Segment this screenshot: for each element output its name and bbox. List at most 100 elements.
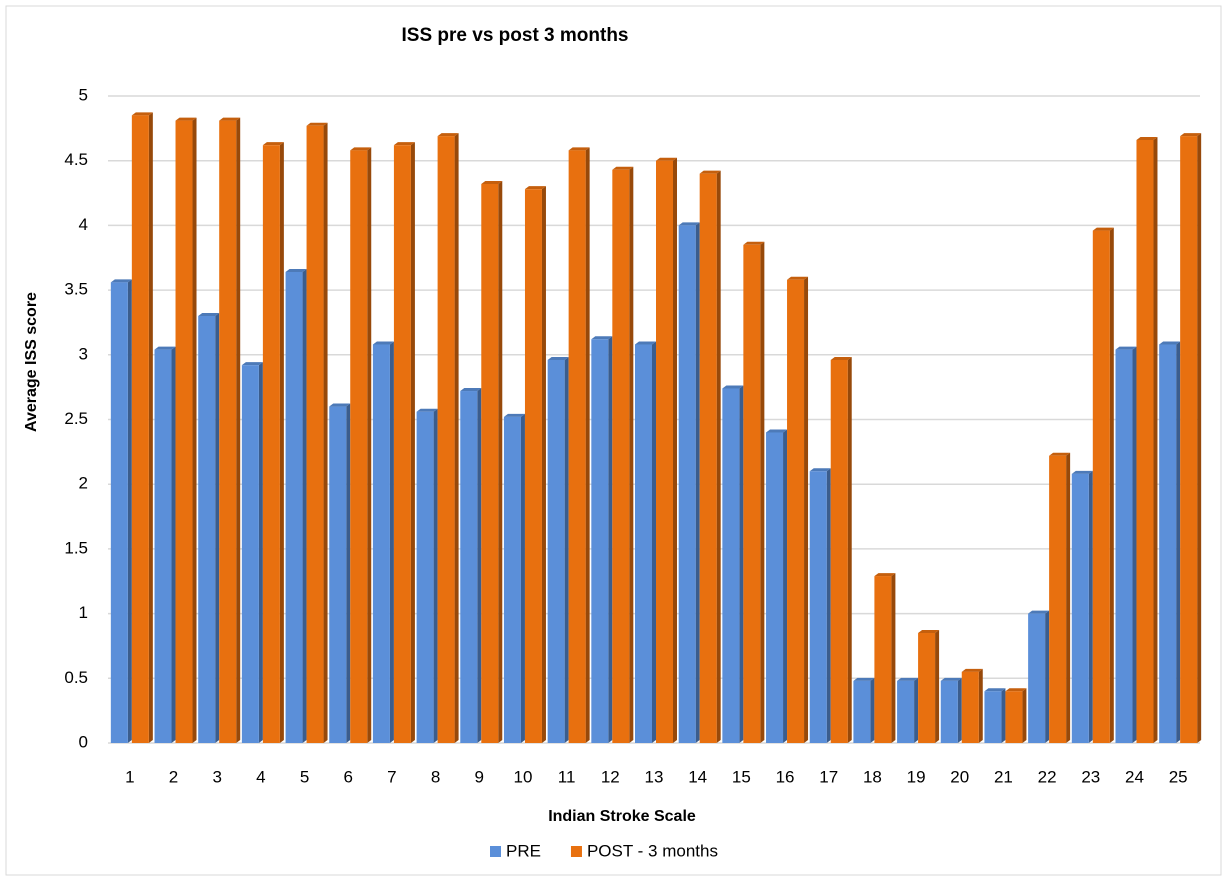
bar-side — [804, 276, 809, 743]
bar-side — [433, 408, 438, 743]
x-tick-label: 25 — [1169, 767, 1188, 786]
bar-side — [716, 170, 721, 743]
x-tick-label: 10 — [513, 767, 532, 786]
x-tick-label: 4 — [256, 767, 265, 786]
bar-top — [722, 385, 744, 389]
bar — [547, 359, 565, 743]
bar-top — [372, 341, 394, 345]
legend-swatch — [570, 846, 582, 857]
bar-side — [127, 279, 132, 743]
x-tick-label: 9 — [475, 767, 484, 786]
bar — [1028, 613, 1046, 743]
bar-side — [215, 312, 220, 743]
bar-top — [329, 403, 351, 407]
bar — [1092, 230, 1110, 744]
bar-top — [1049, 452, 1071, 456]
bar-top — [809, 468, 831, 472]
bar — [635, 344, 652, 743]
legend-swatch — [490, 846, 501, 857]
bar-side — [367, 147, 372, 743]
bar-side — [1066, 452, 1071, 743]
y-tick-label: 0 — [79, 732, 88, 751]
bar — [874, 576, 892, 743]
bar — [940, 680, 958, 743]
bar-top — [635, 341, 656, 345]
bar — [306, 125, 324, 743]
x-tick-label: 21 — [994, 767, 1013, 786]
y-tick-label: 3.5 — [64, 280, 88, 299]
bar — [329, 406, 347, 743]
y-tick-label: 2.5 — [64, 409, 88, 428]
bar-top — [1092, 227, 1114, 231]
bar-side — [652, 341, 656, 743]
bar-top — [1028, 610, 1050, 614]
bar-side — [629, 166, 634, 743]
legend-label: POST - 3 months — [587, 841, 718, 860]
x-tick-label: 18 — [863, 767, 882, 786]
bar — [131, 115, 149, 743]
bar-side — [498, 180, 503, 743]
bar — [809, 471, 827, 743]
bar — [416, 411, 434, 743]
bar-top — [1071, 470, 1093, 474]
x-axis-title: Indian Stroke Scale — [548, 808, 696, 825]
bar — [766, 432, 784, 743]
y-tick-label: 1.5 — [64, 538, 88, 557]
bar-top — [481, 180, 503, 184]
bar-top — [874, 573, 896, 577]
bar — [961, 671, 979, 743]
bar-top — [656, 157, 677, 161]
bar-top — [131, 112, 153, 116]
bar-side — [608, 336, 613, 743]
bar-side — [258, 362, 263, 743]
bar — [612, 169, 630, 743]
bar — [1071, 473, 1089, 743]
bar — [743, 244, 761, 743]
bar-top — [897, 677, 919, 681]
bar-top — [219, 117, 241, 121]
bar-side — [1153, 136, 1158, 744]
bar — [110, 282, 128, 743]
bar-side — [1176, 341, 1181, 743]
bar-side — [891, 573, 896, 743]
x-tick-label: 3 — [212, 767, 221, 786]
bar-side — [760, 241, 765, 743]
bar-top — [285, 268, 307, 272]
bar — [460, 391, 478, 743]
bar — [1049, 455, 1067, 743]
x-tick-label: 23 — [1081, 767, 1100, 786]
bar-top — [524, 186, 546, 190]
bar-side — [695, 222, 700, 743]
bar — [241, 365, 259, 743]
x-tick-label: 11 — [558, 767, 576, 786]
bar-side — [673, 157, 677, 743]
chart-title: ISS pre vs post 3 months — [402, 25, 629, 46]
bar-side — [1022, 688, 1027, 743]
bar — [678, 225, 696, 743]
bar-side — [739, 385, 744, 743]
bar — [1005, 691, 1023, 743]
bar — [656, 160, 673, 743]
bar-top — [1180, 133, 1202, 137]
bar — [918, 633, 936, 743]
bar-side — [192, 117, 197, 743]
y-tick-label: 5 — [79, 85, 88, 104]
x-tick-label: 6 — [344, 767, 353, 786]
bar-top — [503, 413, 525, 417]
bar — [1180, 136, 1198, 743]
bar — [219, 120, 237, 743]
x-tick-label: 5 — [300, 767, 309, 786]
bar-top — [416, 408, 438, 412]
bar-side — [1197, 133, 1202, 743]
bar-side — [148, 112, 153, 743]
bar-top — [154, 346, 176, 350]
x-tick-label: 24 — [1125, 767, 1144, 786]
bar-side — [477, 388, 482, 743]
bar — [503, 416, 521, 743]
bar-top — [940, 677, 962, 681]
x-tick-label: 16 — [776, 767, 795, 786]
bar-top — [393, 142, 415, 146]
bar — [524, 189, 542, 744]
x-tick-label: 8 — [431, 767, 440, 786]
bar — [372, 344, 390, 743]
